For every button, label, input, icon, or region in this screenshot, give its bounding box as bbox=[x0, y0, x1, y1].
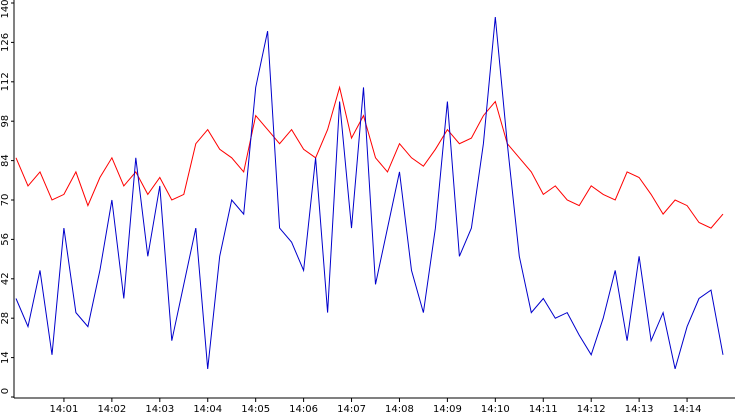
x-tick-label: 14:04 bbox=[193, 404, 222, 415]
x-tick-label: 14:12 bbox=[577, 404, 606, 415]
x-tick-label: 14:10 bbox=[481, 404, 510, 415]
x-tick-label: 14:13 bbox=[625, 404, 654, 415]
x-tick-label: 14:06 bbox=[289, 404, 318, 415]
y-tick-label: 0 bbox=[0, 388, 11, 394]
y-tick-label: 140 bbox=[0, 0, 11, 19]
x-tick-label: 14:09 bbox=[433, 404, 462, 415]
x-tick-label: 14:08 bbox=[385, 404, 414, 415]
y-tick-label: 70 bbox=[0, 194, 11, 207]
x-tick-label: 14:05 bbox=[241, 404, 270, 415]
x-tick-label: 14:01 bbox=[50, 404, 79, 415]
y-tick-label: 28 bbox=[0, 312, 11, 325]
x-tick-label: 14:14 bbox=[673, 404, 702, 415]
series-line bbox=[15, 17, 724, 370]
x-tick-label: 14:03 bbox=[145, 404, 174, 415]
y-tick-label: 56 bbox=[0, 233, 11, 246]
y-tick-label: 126 bbox=[0, 33, 11, 52]
series-line bbox=[15, 85, 724, 229]
x-tick-label: 14:07 bbox=[337, 404, 366, 415]
y-tick-label: 84 bbox=[0, 154, 11, 167]
y-tick-label: 42 bbox=[0, 272, 11, 285]
x-tick-label: 14:11 bbox=[529, 404, 558, 415]
y-tick-label: 98 bbox=[0, 115, 11, 128]
x-tick-label: 14:02 bbox=[97, 404, 126, 415]
y-tick-label: 14 bbox=[0, 351, 11, 364]
y-tick-label: 112 bbox=[0, 72, 11, 91]
